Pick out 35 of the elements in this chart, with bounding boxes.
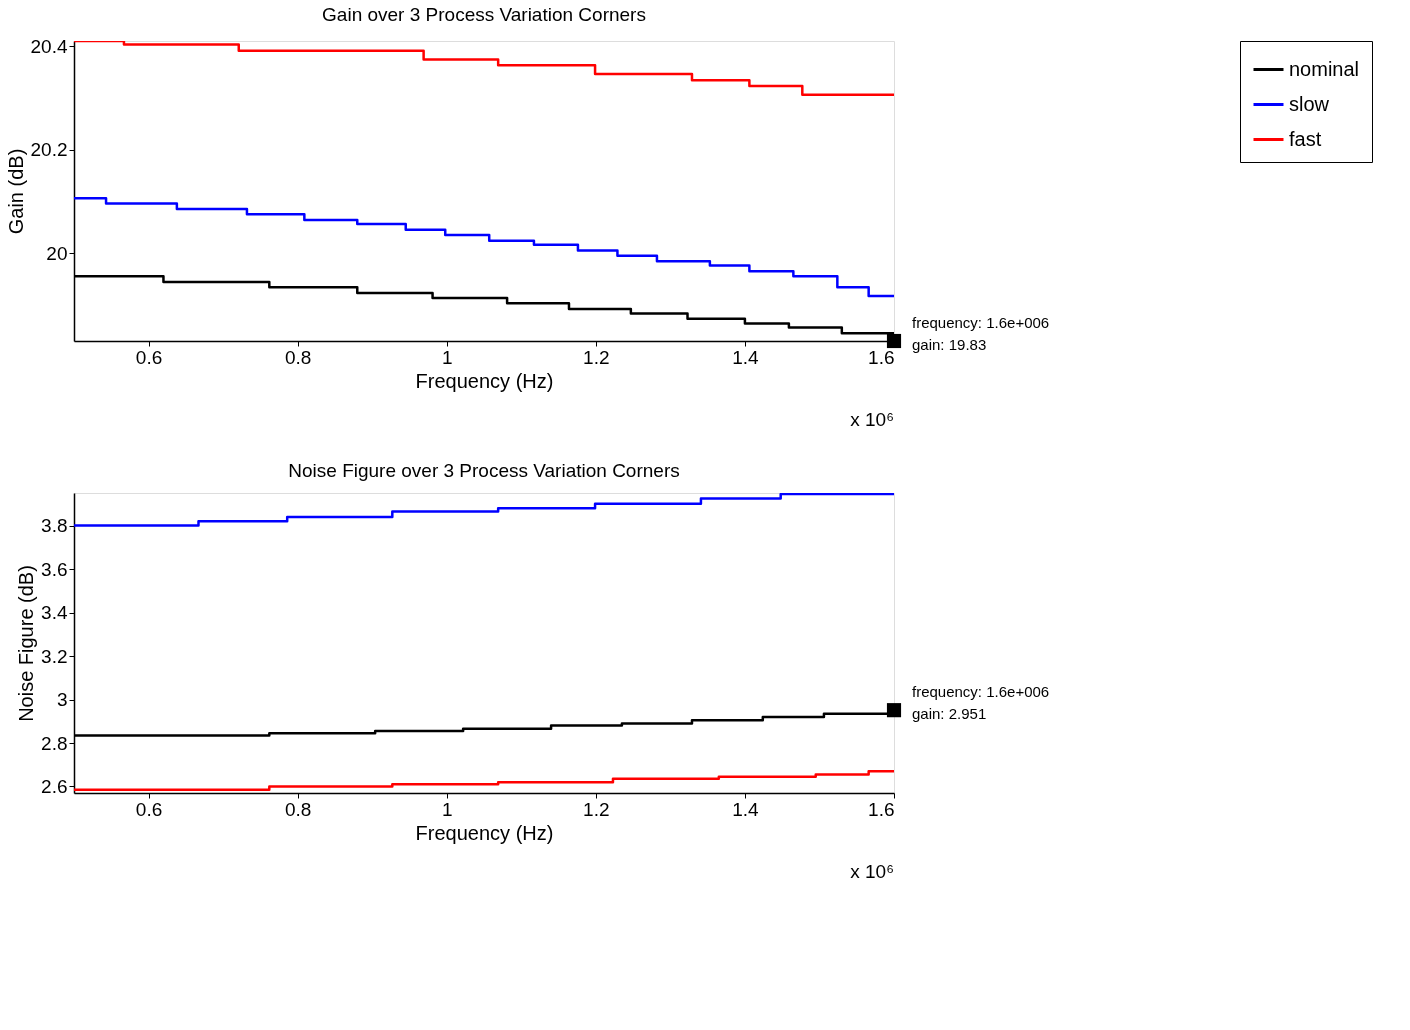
text: x 10⁶	[850, 409, 894, 430]
y-axis-title: Gain (dB)	[4, 148, 27, 235]
x-tick-label: 1.6	[868, 798, 895, 820]
y-tick-label: 20.4	[30, 35, 68, 57]
x-tick-label: 1.4	[732, 346, 760, 368]
y-tick-label: 3.2	[41, 645, 68, 667]
legend-label: nominal	[1289, 57, 1360, 80]
x-tick-label: 0.8	[284, 346, 312, 368]
y-axis-title: Noise Figure (dB)	[15, 565, 38, 722]
x-tick-label: 1.6	[868, 346, 895, 368]
text: x 10⁶	[850, 861, 894, 882]
x-tick-label: 1.4	[732, 798, 760, 820]
y-tick-label: 2.8	[41, 732, 68, 754]
x-tick-label: 1.2	[583, 346, 610, 368]
x-axis-title: Frequency (Hz)	[415, 821, 554, 844]
x-tick-label: 1	[441, 798, 453, 820]
x-tick-label: 1	[441, 346, 453, 368]
x-axis-title: Frequency (Hz)	[415, 369, 554, 392]
y-tick-label: 3	[56, 689, 68, 711]
y-tick-label: 20	[46, 242, 68, 264]
y-tick-label: 20.2	[30, 139, 68, 161]
x-tick-label: 0.6	[135, 798, 163, 820]
y-tick-label: 3.6	[41, 558, 68, 580]
legend-label: slow	[1289, 92, 1330, 115]
x-tick-label: 0.8	[284, 798, 312, 820]
legend-label: fast	[1289, 127, 1322, 150]
annotation: frequency: 1.6e+006 gain: 19.83	[912, 314, 1050, 353]
x-tick-label: 0.6	[135, 346, 163, 368]
y-tick-label: 2.6	[41, 775, 68, 797]
y-tick-label: 3.4	[41, 602, 68, 624]
chart-title: Noise Figure over 3 Process Variation Corners	[288, 460, 680, 481]
y-tick-label: 3.8	[41, 515, 68, 537]
annotation: frequency: 1.6e+006 gain: 2.951	[912, 683, 1050, 723]
x-tick-label: 1.2	[583, 798, 610, 820]
chart-title: Gain over 3 Process Variation Corners	[322, 4, 646, 26]
